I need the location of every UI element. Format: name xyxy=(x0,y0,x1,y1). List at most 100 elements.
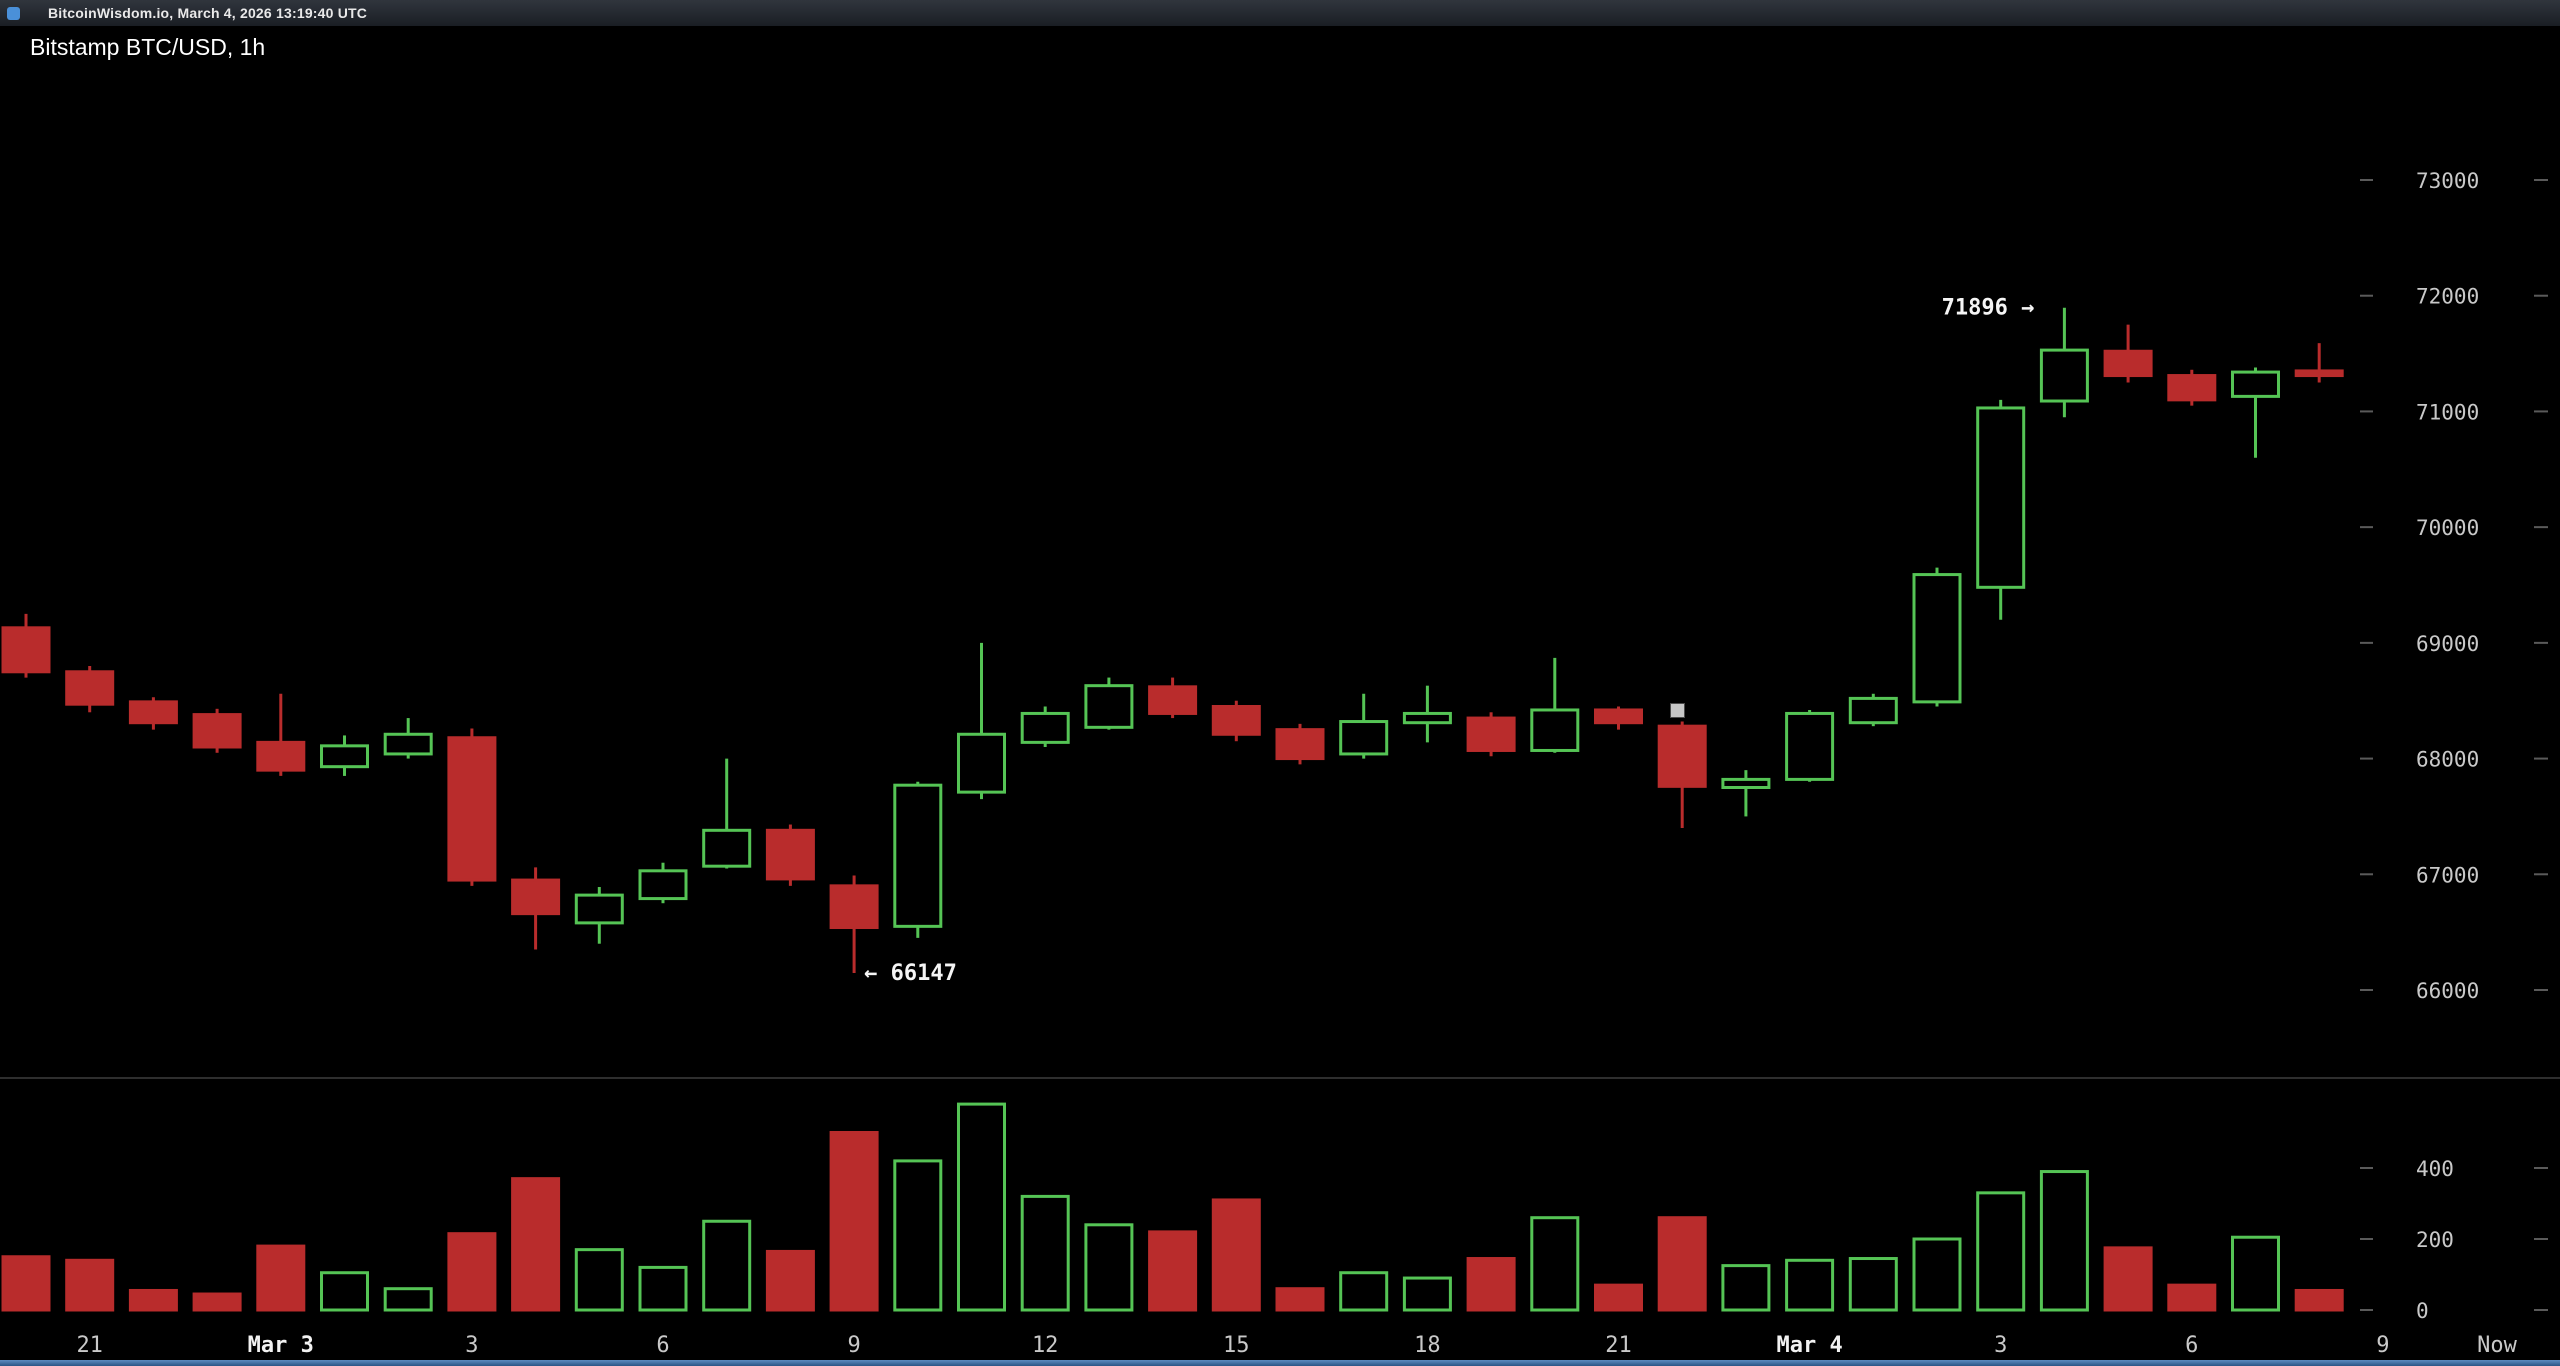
candle-body xyxy=(2167,374,2217,402)
volume-bar xyxy=(2231,1235,2280,1312)
volume-bar xyxy=(829,1131,879,1312)
candle-body xyxy=(192,713,242,749)
x-axis-label: 18 xyxy=(1414,1333,1441,1358)
volume-bar xyxy=(2039,1170,2089,1312)
volume-bar xyxy=(1594,1283,1643,1312)
volume-bar xyxy=(1084,1223,1134,1312)
volume-bar xyxy=(1721,1264,1771,1312)
candle-body xyxy=(1785,711,1835,781)
candle-body xyxy=(65,670,115,706)
candle-body xyxy=(1148,685,1198,715)
candle-body xyxy=(511,878,561,916)
candle-body xyxy=(1084,684,1134,729)
volume-bar xyxy=(1466,1257,1516,1312)
candle-body xyxy=(2039,348,2089,403)
volume-bar xyxy=(192,1292,242,1312)
window-icon xyxy=(7,6,20,20)
volume-bar xyxy=(1657,1216,1707,1312)
price-tick-label: 67000 xyxy=(2416,863,2479,887)
volume-bar xyxy=(447,1232,497,1312)
candle-body xyxy=(1275,728,1325,761)
candle-body xyxy=(1657,724,1707,788)
candle-body xyxy=(893,783,943,928)
volume-bar xyxy=(574,1248,624,1312)
candle-body xyxy=(1,626,51,674)
candle-body xyxy=(1530,708,1580,752)
candle-body xyxy=(2103,349,2153,378)
volume-bar xyxy=(2294,1288,2344,1312)
candle-body xyxy=(1402,711,1452,725)
volume-bar xyxy=(1211,1198,1261,1312)
volume-bar xyxy=(1339,1271,1389,1312)
volume-bar xyxy=(765,1249,815,1312)
x-axis-label: 6 xyxy=(2185,1333,2198,1358)
candle-body xyxy=(1848,696,1898,725)
volume-bar xyxy=(65,1258,115,1312)
volume-bar xyxy=(1,1255,51,1312)
volume-bar xyxy=(957,1102,1006,1312)
candle-body xyxy=(1466,716,1516,752)
candle-body xyxy=(1339,720,1389,756)
candle-body xyxy=(1594,708,1643,725)
bottom-edge-strip xyxy=(0,1360,2560,1366)
x-axis-label: 21 xyxy=(1605,1333,1632,1358)
volume-bar xyxy=(638,1265,688,1312)
volume-bar xyxy=(1848,1257,1898,1312)
window-title-bar: BitcoinWisdom.io, March 4, 2026 13:19:40… xyxy=(0,0,2560,26)
low-price-annotation: ← 66147 xyxy=(864,961,957,986)
x-axis-label: 15 xyxy=(1223,1333,1250,1358)
candle-body xyxy=(829,884,879,930)
candle-body xyxy=(256,740,306,772)
candle-body xyxy=(383,732,433,756)
price-tick-label: 70000 xyxy=(2416,516,2479,540)
x-axis-label: 9 xyxy=(2376,1333,2389,1358)
x-axis-label: 3 xyxy=(465,1333,478,1358)
candle-body xyxy=(128,700,178,725)
x-axis-label: 12 xyxy=(1032,1333,1059,1358)
mouse-cursor-artifact xyxy=(1670,703,1685,718)
price-tick-label: 66000 xyxy=(2416,979,2479,1003)
x-axis-label: 3 xyxy=(1994,1333,2007,1358)
price-tick-label: 71000 xyxy=(2416,400,2479,424)
candle-body xyxy=(957,732,1006,794)
price-tick-label: 69000 xyxy=(2416,632,2479,656)
x-axis-label: 21 xyxy=(76,1333,103,1358)
volume-bar xyxy=(1275,1287,1325,1312)
now-label: Now xyxy=(2477,1333,2517,1358)
volume-bar xyxy=(1530,1216,1580,1312)
volume-bar xyxy=(1020,1194,1070,1312)
candle-body xyxy=(1211,705,1261,736)
candle-body xyxy=(1912,573,1962,704)
x-axis-label: 6 xyxy=(656,1333,669,1358)
volume-bar xyxy=(1785,1258,1835,1312)
volume-bar xyxy=(383,1287,433,1312)
volume-bar xyxy=(2103,1246,2153,1312)
volume-bar xyxy=(511,1177,561,1312)
price-tick-label: 68000 xyxy=(2416,748,2479,772)
volume-bar xyxy=(1912,1237,1962,1312)
volume-bar xyxy=(702,1219,752,1312)
price-tick-label: 73000 xyxy=(2416,169,2479,193)
candle-body xyxy=(1020,711,1070,744)
volume-bar xyxy=(128,1288,178,1312)
volume-bar xyxy=(1148,1230,1198,1312)
x-axis-label: Mar 3 xyxy=(248,1333,314,1358)
volume-bar xyxy=(2167,1283,2217,1312)
candle-body xyxy=(702,828,752,868)
volume-bar xyxy=(893,1159,943,1312)
volume-bar xyxy=(320,1271,369,1312)
candle-body xyxy=(1721,777,1771,790)
candle-body xyxy=(2294,369,2344,378)
x-axis-label: 9 xyxy=(847,1333,860,1358)
volume-tick-label: 400 xyxy=(2416,1157,2454,1181)
candle-body xyxy=(320,744,369,769)
candle-body xyxy=(574,893,624,925)
candle-body xyxy=(765,828,815,881)
candle-body xyxy=(2231,370,2280,398)
volume-tick-label: 200 xyxy=(2416,1228,2454,1252)
price-tick-label: 72000 xyxy=(2416,285,2479,309)
title-bar-text: BitcoinWisdom.io, March 4, 2026 13:19:40… xyxy=(48,5,368,21)
candle-body xyxy=(447,736,497,882)
chart-title: Bitstamp BTC/USD, 1h xyxy=(30,34,266,60)
